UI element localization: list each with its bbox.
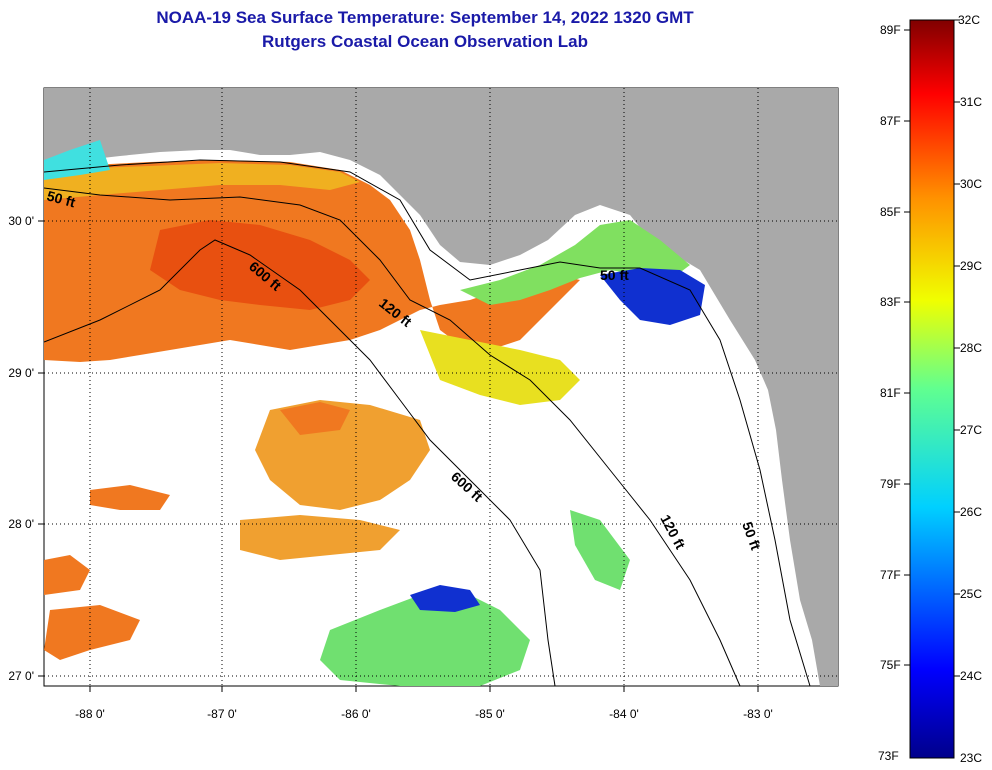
colorbar-celsius-labels: 32C 31C 30C 29C 28C 27C 26C 25C 24C 23C — [958, 13, 982, 765]
cb-c-28: 28C — [960, 341, 982, 355]
cb-f-79: 79F — [880, 477, 901, 491]
sst-yellow-band — [44, 163, 360, 200]
grid-lines — [44, 88, 838, 686]
sst-green-band — [460, 220, 690, 305]
contour-label-50ft-right: 50 ft — [600, 267, 629, 283]
cb-c-25: 25C — [960, 587, 982, 601]
cb-c-24: 24C — [960, 669, 982, 683]
land-mass — [44, 88, 838, 686]
lon-label-88: -88 0' — [75, 707, 105, 721]
sst-mid-hot — [280, 402, 350, 435]
sst-hot-core — [150, 220, 370, 310]
isobath-600ft — [44, 239, 556, 686]
lat-label-28: 28 0' — [8, 517, 34, 531]
lon-label-86: -86 0' — [341, 707, 371, 721]
cb-f-85: 85F — [880, 205, 901, 219]
map-title: NOAA-19 Sea Surface Temperature: Septemb… — [156, 8, 694, 27]
cb-f-77: 77F — [880, 568, 901, 582]
cb-f-73: 73F — [878, 749, 899, 763]
sst-blue-patch — [600, 268, 705, 325]
cb-f-87: 87F — [880, 114, 901, 128]
cb-f-83: 83F — [880, 295, 901, 309]
lon-label-83: -83 0' — [743, 707, 773, 721]
sst-sw-patch — [44, 555, 140, 660]
cb-c-26: 26C — [960, 505, 982, 519]
cb-c-27: 27C — [960, 423, 982, 437]
cb-f-81: 81F — [880, 386, 901, 400]
lon-label-87: -87 0' — [207, 707, 237, 721]
colorbar — [909, 19, 955, 759]
map-subtitle: Rutgers Coastal Ocean Observation Lab — [262, 32, 588, 51]
cb-c-30: 30C — [960, 177, 982, 191]
lat-label-30: 30 0' — [8, 214, 34, 228]
cb-c-31: 31C — [960, 95, 982, 109]
lat-label-27: 27 0' — [8, 669, 34, 683]
sst-central-yellow — [420, 330, 580, 405]
sst-lower-band — [240, 515, 400, 560]
colorbar-ticks — [904, 19, 960, 677]
cb-c-32: 32C — [958, 13, 980, 27]
sst-south-blue — [410, 585, 480, 612]
colorbar-fahrenheit-labels: 89F 87F 85F 83F 81F 79F 77F 75F 73F — [878, 23, 901, 763]
isobath-120ft — [44, 187, 741, 686]
lon-label-84: -84 0' — [609, 707, 639, 721]
cb-c-29: 29C — [960, 259, 982, 273]
contour-label-50ft-left: 50 ft — [45, 187, 77, 210]
tick-marks — [38, 220, 759, 692]
isobath-50ft — [44, 159, 811, 686]
cb-c-23: 23C — [960, 751, 982, 765]
sst-east-patch — [570, 510, 630, 590]
lon-label-85: -85 0' — [475, 707, 505, 721]
lat-label-29: 29 0' — [8, 366, 34, 380]
cb-f-75: 75F — [880, 658, 901, 672]
sst-left-blob — [90, 485, 170, 510]
cb-f-89: 89F — [880, 23, 901, 37]
sst-south-green — [320, 590, 530, 686]
